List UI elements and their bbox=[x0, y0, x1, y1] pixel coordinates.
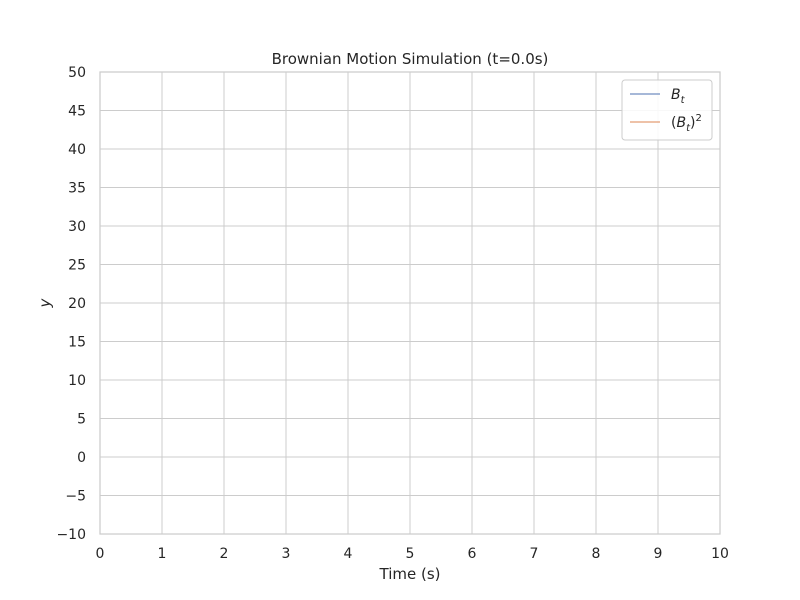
legend-label-bt: Bt bbox=[671, 87, 686, 106]
x-tick-label: 0 bbox=[96, 546, 105, 562]
y-tick-label: 20 bbox=[68, 296, 86, 312]
y-tick-label: 5 bbox=[77, 412, 86, 428]
y-tick-label: 30 bbox=[68, 219, 86, 235]
x-tick-labels: 0 1 2 3 4 5 6 7 8 9 10 bbox=[96, 546, 729, 562]
x-tick-label: 2 bbox=[220, 546, 229, 562]
y-tick-label: 35 bbox=[68, 181, 86, 197]
plot-frame bbox=[99, 71, 721, 535]
x-tick-label: 9 bbox=[654, 546, 663, 562]
x-tick-label: 10 bbox=[711, 546, 729, 562]
y-tick-label: −5 bbox=[65, 489, 86, 505]
y-tick-label: 45 bbox=[68, 104, 86, 120]
x-tick-label: 8 bbox=[592, 546, 601, 562]
legend: Bt (Bt)2 bbox=[621, 79, 713, 141]
y-tick-label: 0 bbox=[77, 450, 86, 466]
y-tick-labels: −10 −5 0 5 10 15 20 25 30 35 40 45 50 bbox=[56, 65, 86, 543]
legend-box bbox=[621, 79, 713, 141]
legend-label-bt-squared: (Bt)2 bbox=[671, 113, 702, 134]
y-tick-label: 25 bbox=[68, 258, 86, 274]
x-tick-label: 5 bbox=[406, 546, 415, 562]
x-tick-label: 1 bbox=[158, 546, 167, 562]
x-tick-label: 4 bbox=[344, 546, 353, 562]
x-axis-title: Time (s) bbox=[379, 565, 441, 583]
y-axis-title: y bbox=[36, 297, 54, 308]
y-tick-label: 15 bbox=[68, 335, 86, 351]
y-tick-label: 10 bbox=[68, 373, 86, 389]
x-tick-label: 6 bbox=[468, 546, 477, 562]
y-tick-label: 40 bbox=[68, 142, 86, 158]
y-tick-label: 50 bbox=[68, 65, 86, 81]
x-tick-label: 3 bbox=[282, 546, 291, 562]
y-tick-label: −10 bbox=[56, 527, 86, 543]
x-tick-label: 7 bbox=[530, 546, 539, 562]
chart-title: Brownian Motion Simulation (t=0.0s) bbox=[272, 50, 549, 68]
